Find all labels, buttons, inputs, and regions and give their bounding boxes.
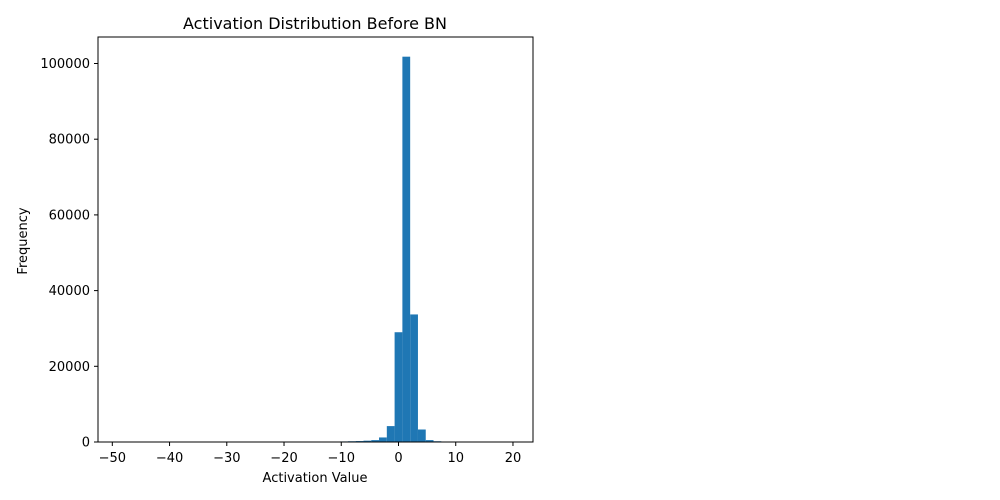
histogram-bar-3 xyxy=(363,440,372,442)
y-tick-label: 60000 xyxy=(49,208,90,223)
x-tick-label: −10 xyxy=(328,451,355,466)
x-axis-ticks: −50 −40 −30 −20 −10 0 10 20 xyxy=(99,442,522,466)
x-tick-label: 10 xyxy=(447,451,464,466)
y-tick-label: 20000 xyxy=(49,360,90,375)
x-tick-label: 0 xyxy=(394,451,402,466)
chart-title: Activation Distribution Before BN xyxy=(183,14,447,33)
histogram-bar-7 xyxy=(394,332,403,442)
plot-frame xyxy=(97,36,534,443)
histogram-bars xyxy=(340,56,442,442)
x-tick-label: −50 xyxy=(99,451,126,466)
x-tick-label: −30 xyxy=(213,451,240,466)
y-tick-label: 40000 xyxy=(49,284,90,299)
x-tick-label: 20 xyxy=(505,451,522,466)
histogram-bar-4 xyxy=(371,440,380,442)
x-axis-label: Activation Value xyxy=(263,471,368,486)
y-tick-label: 0 xyxy=(82,436,90,451)
y-axis-ticks: 0 20000 40000 60000 80000 100000 xyxy=(40,57,98,451)
histogram-bar-11 xyxy=(425,440,434,442)
histogram-bar-5 xyxy=(379,437,387,442)
histogram-bar-6 xyxy=(386,426,395,442)
histogram-bar-10 xyxy=(417,429,426,442)
y-axis-label: Frequency xyxy=(16,207,31,274)
histogram-bar-9 xyxy=(410,314,418,442)
y-tick-label: 100000 xyxy=(40,57,90,72)
histogram-bar-8 xyxy=(402,56,411,442)
x-tick-label: −20 xyxy=(270,451,297,466)
y-tick-label: 80000 xyxy=(49,133,90,148)
x-tick-label: −40 xyxy=(156,451,183,466)
